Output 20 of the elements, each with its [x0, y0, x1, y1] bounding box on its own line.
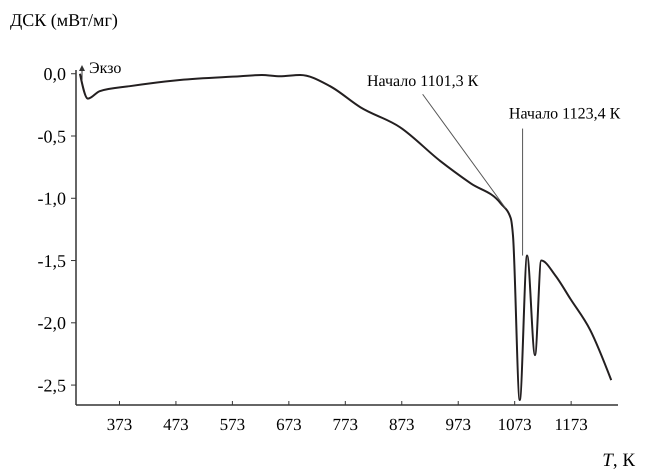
y-tick-label: -2,5: [38, 375, 66, 396]
y-axis-title: ДСК (мВт/мг): [10, 10, 118, 30]
y-tick-label: -1,5: [38, 250, 66, 271]
x-tick-label: 673: [276, 415, 302, 434]
y-tick-label: -0,5: [38, 126, 66, 146]
annotation: Начало 1101,3 К: [366, 73, 479, 90]
x-tick-label: 973: [445, 415, 471, 434]
x-tick-label: 473: [163, 415, 189, 434]
x-tick-label: 573: [220, 415, 246, 434]
x-tick-label: 373: [106, 415, 132, 434]
y-tick-label: -1,0: [38, 188, 66, 209]
y-tick-label: -2,0: [38, 313, 66, 334]
x-tick-label: 1173: [554, 415, 588, 434]
x-tick-label: 873: [389, 415, 415, 434]
x-tick-label: 1073: [498, 415, 532, 434]
annotation: Экзо: [89, 60, 122, 77]
x-axis-title: T, К: [602, 450, 636, 471]
y-tick-label: 0,0: [44, 64, 66, 84]
x-tick-label: 773: [332, 415, 358, 434]
annotation: Начало 1123,4 К: [508, 106, 621, 123]
